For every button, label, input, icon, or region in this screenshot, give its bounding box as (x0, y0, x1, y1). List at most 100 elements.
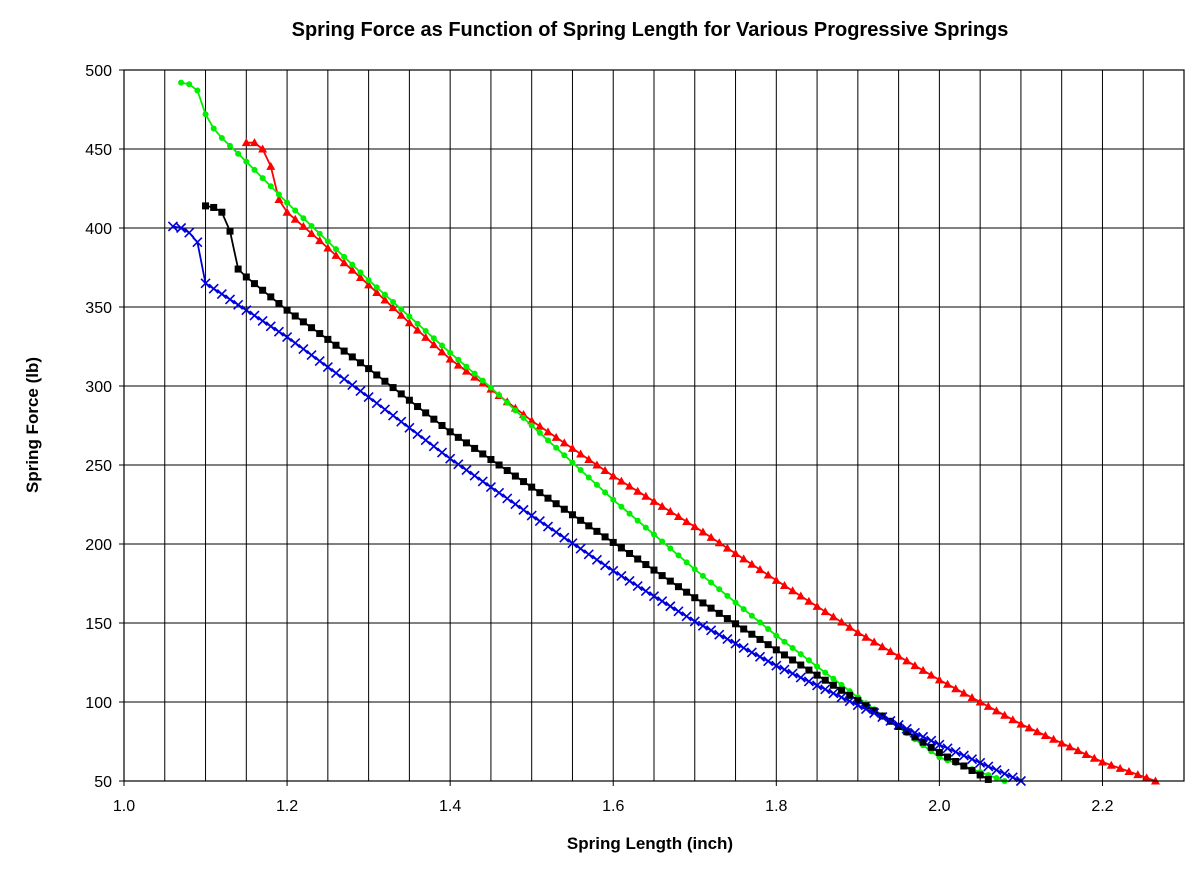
data-point (445, 453, 456, 464)
data-point (836, 692, 847, 703)
data-point (461, 464, 472, 476)
data-point (568, 511, 576, 519)
data-point (258, 144, 268, 153)
data-point (919, 738, 927, 746)
data-point (420, 435, 431, 446)
data-point (894, 651, 904, 660)
data-point (822, 669, 829, 676)
data-point (315, 236, 325, 245)
data-point (241, 305, 252, 316)
data-point (308, 222, 315, 229)
data-point (257, 315, 268, 326)
data-point (477, 476, 488, 487)
data-point (861, 632, 871, 641)
data-point (757, 619, 763, 626)
data-point (372, 287, 382, 296)
data-point (462, 439, 470, 447)
data-point (397, 390, 405, 398)
data-point (665, 506, 675, 515)
data-point (381, 377, 389, 385)
data-point (251, 166, 258, 173)
data-point (838, 686, 846, 694)
data-point (461, 366, 471, 375)
data-point (722, 543, 732, 552)
y-tick-label: 100 (85, 695, 112, 712)
data-point (828, 612, 838, 621)
data-point (324, 335, 332, 343)
data-point (724, 592, 731, 599)
data-point (608, 565, 619, 576)
data-point (756, 635, 764, 643)
data-point (355, 385, 366, 397)
data-point (226, 227, 234, 235)
data-point (830, 675, 837, 682)
data-point (885, 646, 895, 655)
data-point (347, 265, 357, 274)
data-point (585, 522, 593, 530)
data-point (348, 353, 356, 361)
data-point (651, 531, 657, 538)
data-point (901, 723, 912, 734)
data-point (249, 138, 259, 147)
data-point (666, 577, 674, 585)
data-point (471, 444, 479, 452)
data-point (365, 277, 372, 284)
data-point (323, 243, 333, 252)
data-point (381, 291, 388, 298)
data-point (634, 517, 641, 524)
data-point (600, 560, 611, 571)
y-tick-label: 50 (94, 774, 112, 791)
data-point (732, 599, 739, 606)
series-line (246, 141, 1156, 782)
data-point (683, 559, 690, 566)
data-point (379, 404, 390, 415)
data-point (773, 632, 780, 639)
data-point (575, 543, 586, 554)
data-point (422, 328, 429, 335)
data-point (471, 370, 478, 377)
data-point (593, 481, 600, 488)
data-point (658, 572, 666, 580)
data-point (812, 680, 823, 691)
data-point (714, 538, 724, 547)
series-group (167, 79, 1160, 787)
data-point (447, 349, 454, 356)
axes (119, 69, 1103, 786)
data-point (706, 532, 716, 541)
data-point (412, 428, 423, 440)
data-point (771, 660, 782, 671)
data-point (324, 238, 331, 245)
data-point (292, 207, 299, 214)
data-point (357, 269, 364, 276)
data-point (673, 606, 684, 617)
data-point (828, 688, 839, 699)
data-point (536, 429, 543, 436)
data-point (218, 208, 226, 216)
data-point (210, 203, 218, 211)
data-point (624, 575, 635, 587)
data-point (675, 552, 682, 559)
y-tick-label: 450 (85, 142, 112, 159)
data-point (567, 443, 577, 452)
data-point (494, 487, 505, 498)
data-point (698, 527, 708, 536)
data-point (290, 214, 300, 223)
data-point (909, 727, 920, 738)
data-point (1007, 772, 1018, 783)
data-point (274, 195, 284, 204)
x-axis-label: Spring Length (inch) (567, 834, 733, 853)
data-point (469, 470, 480, 481)
data-point (356, 359, 364, 367)
data-point (518, 504, 529, 515)
data-point (430, 415, 438, 423)
data-point (754, 651, 766, 662)
data-point (691, 594, 699, 602)
data-point (813, 671, 821, 679)
data-point (349, 261, 356, 268)
data-point (764, 641, 772, 649)
data-point (363, 391, 374, 403)
plot-area-frame (123, 69, 1185, 782)
data-point (642, 524, 649, 531)
x-tick-label: 2.0 (928, 798, 950, 815)
